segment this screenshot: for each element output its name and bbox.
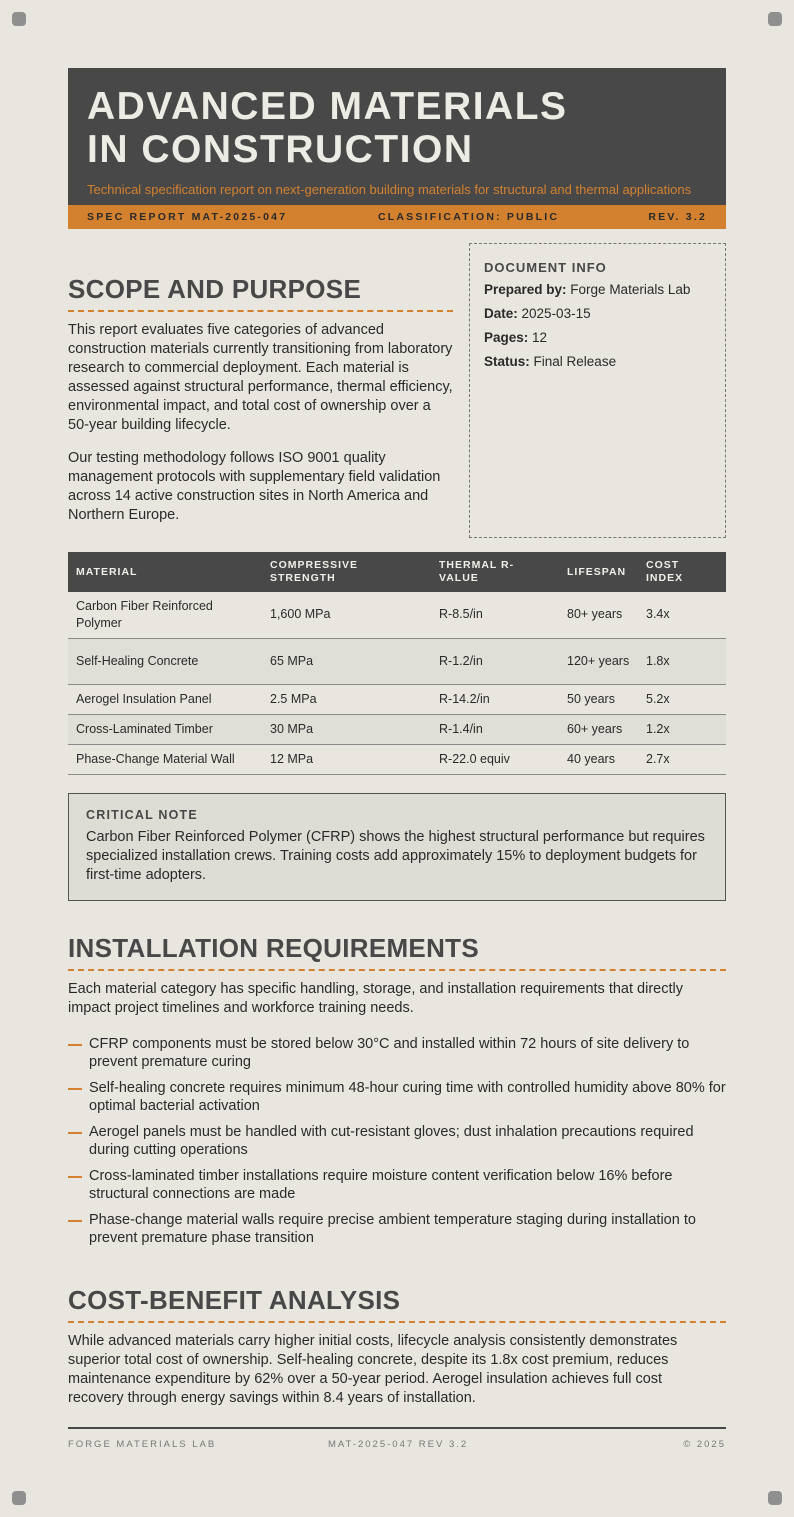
table-cell: Self-Healing Concrete	[68, 638, 262, 685]
table-row: Cross-Laminated Timber 30 MPa R-1.4/in 60+ …	[68, 714, 726, 745]
title: ADVANCED MATERIALS	[87, 85, 568, 128]
list-item: Cross-laminated timber installations req…	[68, 1167, 726, 1203]
table-cell: 30 MPa	[262, 714, 431, 745]
paragraph: Our testing methodology follows ISO 9001…	[68, 450, 441, 523]
table-cell: 2.7x	[638, 744, 726, 775]
paragraph: This report evaluates five categories of…	[68, 322, 453, 433]
table-cell: R-22.0 equiv	[431, 744, 559, 775]
column-header: THERMAL R-VALUE	[431, 552, 559, 592]
critical-note: CRITICAL NOTE Carbon Fiber Reinforced Po…	[68, 793, 726, 901]
table-cell: 60+ years	[559, 714, 638, 745]
table-cell: 65 MPa	[262, 638, 431, 685]
corner-mark	[12, 12, 26, 26]
installation-section: INSTALLATION REQUIREMENTS Each material …	[68, 933, 726, 1255]
table-cell: 50 years	[559, 684, 638, 715]
info-label: Prepared by:	[484, 282, 567, 297]
info-label: Status:	[484, 354, 530, 369]
corner-mark	[768, 12, 782, 26]
section-heading: INSTALLATION REQUIREMENTS	[68, 933, 726, 971]
table-cell: Carbon Fiber Reinforced Polymer	[68, 592, 262, 639]
list-item: CFRP components must be stored below 30°…	[68, 1035, 726, 1071]
table-cell: R-8.5/in	[431, 592, 559, 639]
info-value: 2025-03-15	[521, 306, 591, 321]
corner-mark	[768, 1491, 782, 1505]
cost-section: COST-BENEFIT ANALYSIS While advanced mat…	[68, 1285, 726, 1408]
info-row: Date: 2025-03-15	[484, 306, 725, 321]
table-cell: R-1.4/in	[431, 714, 559, 745]
table-row: Phase-Change Material Wall 12 MPa R-22.0 e…	[68, 744, 726, 775]
table-cell: 1.2x	[638, 714, 726, 745]
list-item: Self-healing concrete requires minimum 4…	[68, 1079, 726, 1115]
list-item: Phase-change material walls require prec…	[68, 1211, 726, 1247]
spec-bar: SPEC REPORT MAT-2025-047 CLASSIFICATION:…	[68, 205, 726, 229]
table-cell: 120+ years	[559, 638, 638, 685]
table-cell: 12 MPa	[262, 744, 431, 775]
table-cell: 3.4x	[638, 592, 726, 639]
table-cell: 2.5 MPa	[262, 684, 431, 715]
footer-text: MAT-2025-047 REV 3.2	[328, 1439, 469, 1450]
column-header: COST INDEX	[638, 552, 726, 592]
table-row: Carbon Fiber Reinforced Polymer 1,600 MPa…	[68, 592, 726, 639]
paragraph: Each material category has specific hand…	[68, 981, 683, 1016]
table-cell: R-1.2/in	[431, 638, 559, 685]
bar-text: SPEC REPORT MAT-2025-047	[87, 211, 288, 223]
table-cell: Aerogel Insulation Panel	[68, 684, 262, 715]
info-value: Final Release	[533, 354, 617, 369]
footer-text: FORGE MATERIALS LAB	[68, 1439, 217, 1450]
note-text: Carbon Fiber Reinforced Polymer (CFRP) s…	[86, 829, 705, 883]
info-value: 12	[532, 330, 548, 345]
section-heading: SCOPE AND PURPOSE	[68, 274, 453, 312]
corner-mark	[12, 1491, 26, 1505]
table-row: Self-Healing Concrete 65 MPa R-1.2/in 120+ …	[68, 638, 726, 685]
info-label: Pages:	[484, 330, 529, 345]
table-cell: 5.2x	[638, 684, 726, 715]
table-row: Aerogel Insulation Panel 2.5 MPa R-14.2/in…	[68, 684, 726, 715]
table-wrap: MATERIAL COMPRESSIVE STRENGTH THERMAL R-VA…	[68, 552, 726, 775]
list-item: Aerogel panels must be handled with cut-…	[68, 1123, 726, 1159]
header: ADVANCED MATERIALS IN CONSTRUCTION Techn…	[68, 68, 726, 205]
column-header: MATERIAL	[68, 552, 262, 592]
info-value: Forge Materials Lab	[570, 282, 691, 297]
table-cell: 40 years	[559, 744, 638, 775]
bar-text: CLASSIFICATION: PUBLIC	[378, 211, 560, 223]
column-header: COMPRESSIVE STRENGTH	[262, 552, 431, 592]
table-cell: 1,600 MPa	[262, 592, 431, 639]
info-label: Date:	[484, 306, 518, 321]
paragraph: While advanced materials carry higher in…	[68, 1333, 678, 1406]
info-row: Pages: 12	[484, 330, 725, 345]
footer: FORGE MATERIALS LAB MAT-2025-047 REV 3.2…	[68, 1427, 726, 1450]
info-row: Status: Final Release	[484, 354, 725, 369]
table-cell: Phase-Change Material Wall	[68, 744, 262, 775]
section-heading: COST-BENEFIT ANALYSIS	[68, 1285, 726, 1323]
materials-table: MATERIAL COMPRESSIVE STRENGTH THERMAL R-VA…	[68, 552, 726, 775]
column-header: LIFESPAN	[559, 552, 638, 592]
table-cell: Cross-Laminated Timber	[68, 714, 262, 745]
subtitle: Technical specification report on next-g…	[87, 182, 692, 197]
table-cell: R-14.2/in	[431, 684, 559, 715]
bar-text: REV. 3.2	[648, 211, 707, 223]
scope-section: SCOPE AND PURPOSE This report evaluates …	[68, 274, 453, 525]
table-cell: 80+ years	[559, 592, 638, 639]
document-info: DOCUMENT INFO Prepared by: Forge Materia…	[469, 243, 726, 538]
info-row: Prepared by: Forge Materials Lab	[484, 282, 725, 297]
info-heading: DOCUMENT INFO	[484, 260, 607, 275]
footer-text: © 2025	[683, 1439, 726, 1450]
title: IN CONSTRUCTION	[87, 128, 474, 171]
note-heading: CRITICAL NOTE	[86, 808, 198, 822]
table-cell: 1.8x	[638, 638, 726, 685]
requirements-list: CFRP components must be stored below 30°…	[68, 1035, 726, 1247]
